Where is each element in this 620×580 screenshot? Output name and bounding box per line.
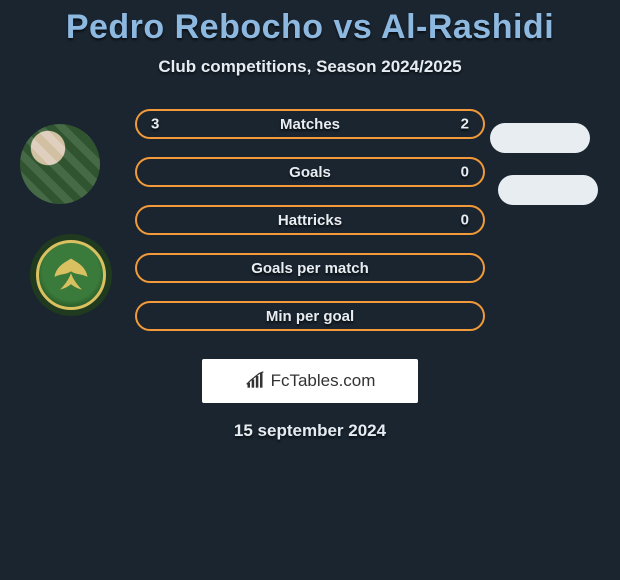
stat-label: Min per goal bbox=[266, 308, 354, 325]
stat-right-value: 0 bbox=[461, 212, 469, 229]
stat-label: Goals per match bbox=[251, 260, 369, 277]
eagle-icon bbox=[49, 253, 93, 297]
stat-row-goals-per-match: Goals per match bbox=[135, 253, 485, 283]
stat-row-goals: Goals 0 bbox=[135, 157, 485, 187]
brand-box: FcTables.com bbox=[202, 359, 418, 403]
stat-right-value: 2 bbox=[461, 116, 469, 133]
stat-left-value: 3 bbox=[151, 116, 159, 133]
stat-row-min-per-goal: Min per goal bbox=[135, 301, 485, 331]
player-right-pill-1 bbox=[490, 123, 590, 153]
brand-text: FcTables.com bbox=[271, 371, 376, 391]
page-subtitle: Club competitions, Season 2024/2025 bbox=[0, 57, 620, 77]
player-left-club-badge bbox=[30, 234, 112, 316]
page-title: Pedro Rebocho vs Al-Rashidi bbox=[0, 8, 620, 47]
stat-row-matches: 3 Matches 2 bbox=[135, 109, 485, 139]
player-right-pill-2 bbox=[498, 175, 598, 205]
stat-right-value: 0 bbox=[461, 164, 469, 181]
bar-chart-icon bbox=[245, 371, 265, 391]
club-badge-inner bbox=[36, 240, 106, 310]
stat-label: Hattricks bbox=[278, 212, 342, 229]
footer-date: 15 september 2024 bbox=[0, 421, 620, 441]
stat-label: Goals bbox=[289, 164, 331, 181]
player-left-avatar bbox=[20, 124, 100, 204]
stat-label: Matches bbox=[280, 116, 340, 133]
stat-row-hattricks: Hattricks 0 bbox=[135, 205, 485, 235]
comparison-infographic: Pedro Rebocho vs Al-Rashidi Club competi… bbox=[0, 0, 620, 441]
